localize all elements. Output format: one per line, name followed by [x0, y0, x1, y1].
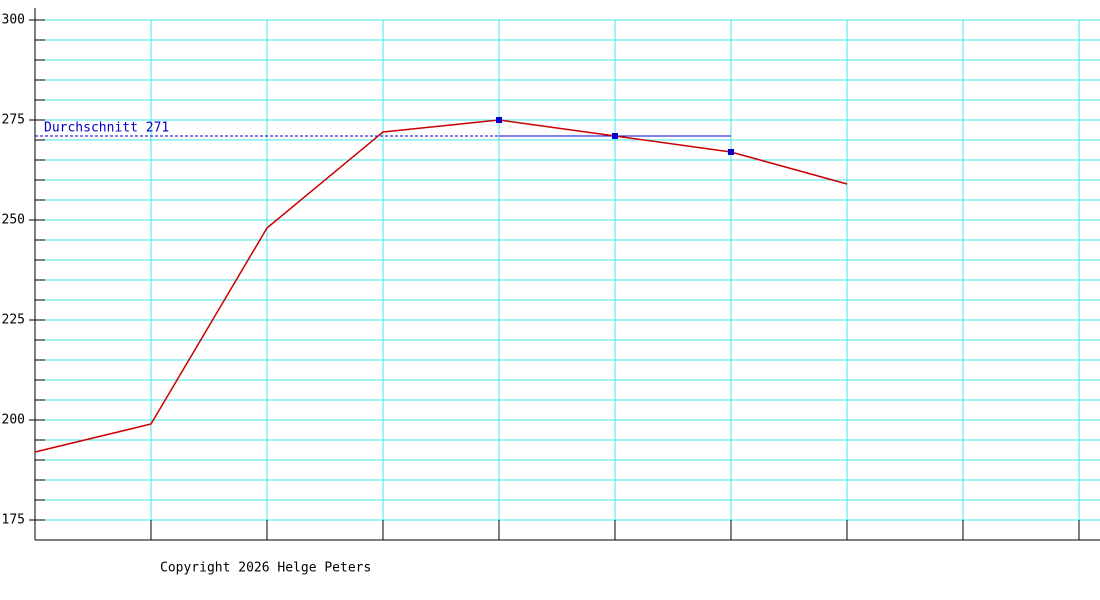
- y-tick-label: 175: [2, 513, 25, 528]
- marked-point: [496, 117, 502, 123]
- marked-point: [728, 149, 734, 155]
- average-label: Durchschnitt 271: [44, 121, 169, 136]
- y-tick-label: 275: [2, 113, 25, 128]
- y-tick-label: 225: [2, 313, 25, 328]
- y-tick-label: 200: [2, 413, 25, 428]
- footer: Copyright 2026 Helge Peters: [160, 561, 371, 576]
- line-series: [34, 119, 848, 453]
- marked-point: [612, 133, 618, 139]
- y-tick-label: 300: [2, 13, 25, 28]
- y-tick-label: 250: [2, 213, 25, 228]
